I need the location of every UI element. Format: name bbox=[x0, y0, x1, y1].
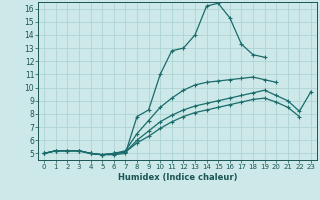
X-axis label: Humidex (Indice chaleur): Humidex (Indice chaleur) bbox=[118, 173, 237, 182]
